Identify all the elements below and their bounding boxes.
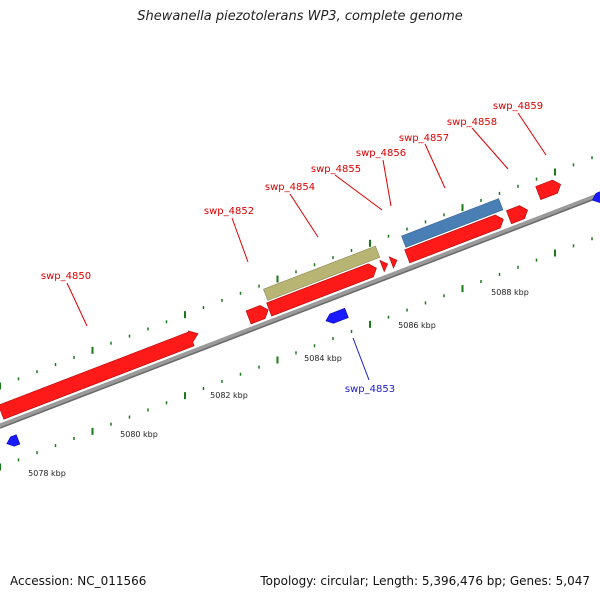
gene-arrow-swp-4855[interactable] (379, 258, 390, 273)
gene-arrow-swp-4854[interactable] (266, 262, 379, 317)
steel-feature-bar[interactable] (401, 198, 504, 248)
gene-arrow-swp-4856[interactable] (388, 255, 399, 269)
gene-arrow-swp-4850[interactable] (0, 328, 202, 420)
leader-line-swp-4853 (352, 337, 370, 381)
scale-label-5078: 5078 kbp (28, 469, 66, 478)
gene-label-swp-4853[interactable]: swp_4853 (345, 384, 395, 395)
scale-label-5084: 5084 kbp (304, 354, 342, 363)
tick-marks (0, 156, 593, 471)
genome-summary-text: Topology: circular; Length: 5,396,476 bp… (260, 574, 590, 588)
map-title: Shewanella piezotolerans WP3, complete g… (137, 9, 463, 24)
genome-backbone (0, 192, 600, 429)
gene-label-swp-4855[interactable]: swp_4855 (311, 164, 361, 175)
leader-lines (66, 112, 547, 327)
gene-label-swp-4856[interactable]: swp_4856 (356, 148, 406, 159)
gene-arrow-swp-4859[interactable] (535, 178, 563, 200)
gene-arrow-swp-4853[interactable] (324, 307, 349, 325)
olive-feature-bar[interactable] (263, 245, 381, 301)
gene-arrow-right-edge-blue[interactable] (591, 185, 600, 205)
gene-label-swp-4850[interactable]: swp_4850 (41, 271, 91, 282)
gene-label-swp-4858[interactable]: swp_4858 (447, 117, 497, 128)
gene-label-swp-4854[interactable]: swp_4854 (265, 182, 315, 193)
scale-label-5082: 5082 kbp (210, 391, 248, 400)
gene-arrow-swp-4852[interactable] (245, 303, 271, 325)
gene-label-swp-4852[interactable]: swp_4852 (204, 206, 254, 217)
genome-backbone-shadow (0, 196, 600, 429)
scale-label-5080: 5080 kbp (120, 430, 158, 439)
gene-label-swp-4859[interactable]: swp_4859 (493, 101, 543, 112)
scale-label-5086: 5086 kbp (398, 321, 436, 330)
accession-text: Accession: NC_011566 (10, 574, 147, 588)
gene-arrow-swp-4858[interactable] (506, 203, 530, 225)
scale-label-5088: 5088 kbp (491, 288, 529, 297)
gene-arrow-left-edge[interactable] (5, 434, 21, 449)
gene-arrow-swp-4857[interactable] (404, 213, 506, 264)
gene-label-swp-4857[interactable]: swp_4857 (399, 133, 449, 144)
